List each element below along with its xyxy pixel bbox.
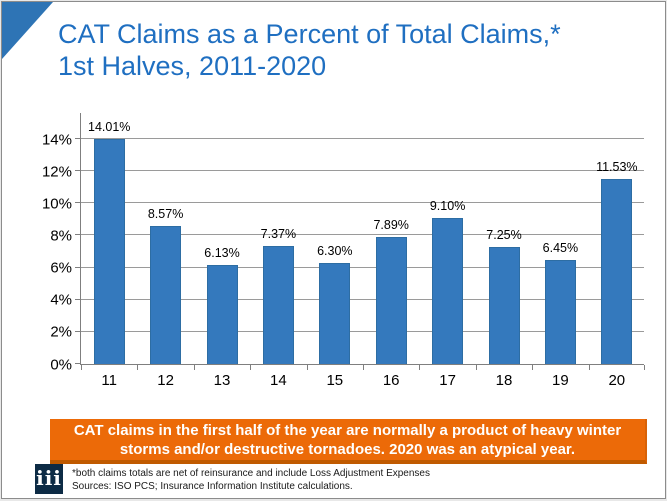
x-axis-tick	[588, 365, 590, 370]
x-axis-label: 12	[157, 372, 174, 389]
y-axis-tick	[75, 170, 81, 172]
x-axis-tick	[306, 365, 308, 370]
bar-value-label: 7.37%	[260, 226, 297, 241]
bar-value-label: 6.13%	[204, 246, 240, 261]
x-axis-label: 16	[382, 372, 400, 389]
y-axis-label: 14%	[41, 131, 72, 148]
y-axis-tick	[75, 363, 81, 364]
bar	[601, 178, 633, 364]
y-axis-label: 0%	[50, 356, 72, 373]
y-axis-label: 6%	[50, 259, 72, 277]
x-axis-tick	[475, 365, 477, 370]
bar	[206, 265, 238, 364]
gridline	[81, 234, 644, 236]
x-axis-tick	[532, 365, 534, 370]
gridline	[81, 202, 644, 204]
footer: iii *both claims totals are net of reins…	[35, 464, 430, 494]
x-axis-label: 13	[213, 372, 231, 389]
y-axis-label: 12%	[41, 163, 72, 181]
iii-logo: iii	[35, 464, 63, 494]
bar	[432, 217, 464, 364]
bar-value-label: 6.45%	[542, 241, 579, 256]
gridline	[81, 266, 644, 268]
gridline	[81, 298, 644, 300]
y-axis-tick	[75, 234, 81, 236]
bar	[544, 260, 576, 364]
bar-value-label: 6.30%	[317, 243, 353, 258]
x-axis-label: 15	[326, 372, 344, 389]
bar	[262, 245, 294, 364]
bar	[150, 226, 182, 364]
bar-value-label: 8.57%	[147, 207, 184, 222]
x-axis-label: 17	[439, 372, 456, 389]
y-axis-label: 10%	[41, 195, 72, 213]
x-axis-tick	[363, 365, 364, 370]
callout-text: CAT claims in the first half of the year…	[73, 421, 622, 458]
y-axis-tick	[75, 330, 81, 332]
y-axis-label: 8%	[50, 227, 72, 245]
bar-value-label: 7.25%	[486, 228, 522, 243]
x-axis-tick	[193, 365, 195, 370]
gridline	[81, 330, 644, 332]
bar-value-label: 7.89%	[373, 218, 409, 233]
y-axis-tick	[75, 202, 81, 204]
x-axis-tick	[137, 365, 139, 370]
x-axis-label: 14	[270, 372, 287, 389]
x-axis-label: 11	[101, 372, 117, 389]
x-axis-tick	[419, 365, 421, 370]
bar-value-label: 11.53%	[596, 159, 638, 174]
bar	[488, 247, 520, 364]
x-axis-label: 19	[552, 372, 569, 389]
x-axis-tick	[644, 365, 645, 370]
source-footnotes: *both claims totals are net of reinsuran…	[72, 468, 430, 492]
bar-chart: 0% 2% 4% 6% 8% 10% 12% 14% 14.01% 11 8.57% 12 6.13% 1…	[42, 113, 645, 389]
bar	[93, 138, 125, 364]
bar-value-label: 14.01%	[88, 119, 131, 134]
y-axis-label: 4%	[50, 291, 72, 309]
slide-title: CAT Claims as a Percent of Total Claims,…	[58, 19, 561, 81]
y-axis-tick	[75, 266, 81, 268]
bar	[375, 237, 407, 364]
x-axis-label: 20	[608, 372, 626, 389]
x-axis-label: 18	[495, 372, 513, 389]
x-axis-tick	[81, 365, 82, 370]
y-axis-label: 2%	[50, 323, 72, 341]
bar-value-label: 9.10%	[429, 198, 466, 213]
x-axis-tick	[250, 365, 252, 370]
corner-triangle-decoration	[2, 2, 53, 59]
y-axis-tick	[75, 298, 81, 300]
gridline	[81, 138, 644, 139]
y-axis-tick	[75, 138, 81, 139]
callout-box: CAT claims in the first half of the year…	[50, 419, 647, 464]
gridline	[81, 170, 644, 172]
bar	[319, 262, 351, 364]
